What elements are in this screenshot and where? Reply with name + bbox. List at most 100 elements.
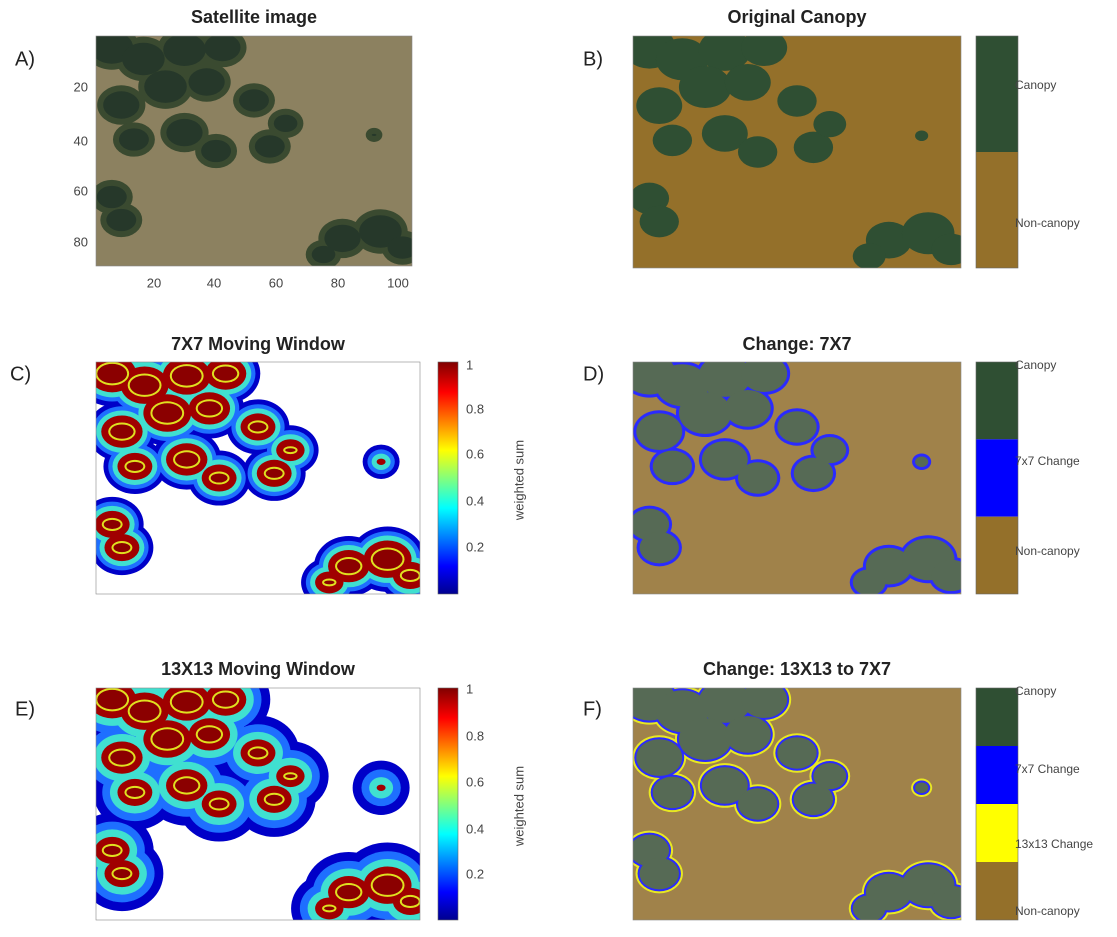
blob — [853, 569, 886, 595]
panel-letter: D) — [583, 363, 604, 385]
blob — [266, 469, 283, 478]
blob — [166, 119, 202, 146]
panel-title: Satellite image — [191, 7, 317, 27]
blob — [214, 366, 237, 380]
blob — [97, 364, 127, 383]
image-content — [620, 350, 974, 599]
image — [620, 350, 974, 599]
colorbar-tick-label: 0.2 — [466, 866, 484, 881]
legend-swatch — [976, 804, 1018, 862]
blob — [373, 549, 403, 568]
blob — [204, 34, 240, 61]
blob — [915, 457, 928, 467]
blob — [402, 897, 419, 906]
blob — [104, 846, 121, 855]
x-tick-label: 20 — [147, 275, 161, 290]
panel-title: Change: 13X13 to 7X7 — [703, 659, 891, 679]
blob — [97, 690, 127, 709]
blob — [172, 692, 202, 711]
colorbar-label: weighted sum — [511, 440, 526, 521]
x-tick-label: 60 — [269, 275, 283, 290]
blob — [110, 424, 133, 438]
blob — [104, 520, 121, 529]
blob — [198, 401, 221, 415]
blob — [239, 89, 269, 111]
blob — [813, 437, 846, 463]
blob — [725, 390, 771, 427]
legend-label: Non-canopy — [1015, 544, 1080, 558]
blob — [853, 895, 886, 921]
blob — [640, 858, 679, 889]
blob — [653, 777, 692, 808]
blob — [175, 452, 198, 466]
blob — [250, 748, 267, 757]
blob — [126, 462, 143, 471]
blob — [201, 140, 231, 162]
blob — [122, 43, 165, 75]
blob — [741, 681, 787, 718]
image-content — [64, 657, 451, 932]
legend-label: Canopy — [1015, 684, 1056, 698]
blob — [152, 403, 182, 422]
colorbar-tick-label: 1 — [466, 357, 473, 372]
blob — [636, 413, 682, 450]
blob — [777, 411, 816, 442]
blob — [188, 68, 224, 95]
blob — [653, 451, 692, 482]
y-tick-label: 20 — [74, 79, 88, 94]
panel-title: Change: 7X7 — [742, 334, 851, 354]
legend-swatch — [976, 439, 1018, 516]
image-content — [85, 25, 424, 269]
blob — [130, 701, 160, 720]
panel-title: 13X13 Moving Window — [161, 659, 356, 679]
colorbar-label: weighted sum — [511, 766, 526, 847]
blob — [813, 763, 846, 789]
blob — [312, 246, 336, 263]
legend-swatch — [976, 152, 1018, 268]
legend-swatch — [976, 688, 1018, 746]
blob — [679, 718, 731, 760]
blob — [636, 739, 682, 776]
blob — [255, 135, 285, 157]
blob — [172, 366, 202, 385]
blob — [738, 462, 777, 493]
blob — [388, 236, 418, 258]
blob — [679, 66, 731, 108]
legend-swatch — [976, 36, 1018, 152]
legend-swatch — [976, 746, 1018, 804]
image — [74, 341, 441, 607]
blob — [274, 115, 298, 132]
y-tick-label: 60 — [74, 183, 88, 198]
blob — [113, 869, 130, 878]
colorbar-tick-label: 0.6 — [466, 446, 484, 461]
colorbar-tick-label: 0.8 — [466, 401, 484, 416]
blob — [738, 136, 777, 167]
blob — [126, 788, 143, 797]
blob — [113, 543, 130, 552]
blob — [152, 729, 182, 748]
blob — [337, 885, 360, 899]
image — [64, 657, 451, 932]
blob — [725, 64, 771, 101]
blob — [679, 392, 731, 434]
colorbar — [438, 362, 458, 594]
blob — [266, 795, 283, 804]
image — [623, 27, 971, 270]
panel-title: 7X7 Moving Window — [171, 334, 346, 354]
panel-letter: E) — [15, 698, 35, 720]
blob — [119, 128, 149, 150]
colorbar-tick-label: 0.8 — [466, 728, 484, 743]
blob — [175, 778, 198, 792]
legend-label: Non-canopy — [1015, 216, 1080, 230]
blob — [198, 727, 221, 741]
legend-swatch — [976, 862, 1018, 920]
blob — [377, 785, 386, 791]
blob — [285, 448, 295, 452]
blob — [915, 783, 928, 793]
blob — [373, 875, 403, 894]
blob — [97, 186, 127, 208]
image-content — [619, 675, 975, 926]
figure: Satellite imageA)Original CanopyB)7X7 Mo… — [0, 0, 1117, 932]
colorbar-tick-label: 0.6 — [466, 774, 484, 789]
blob — [214, 692, 237, 706]
